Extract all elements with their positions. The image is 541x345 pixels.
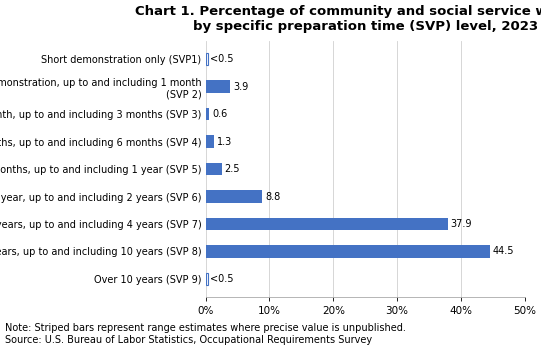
Bar [206, 108, 209, 120]
Text: Note: Striped bars represent range estimates where precise value is unpublished.: Note: Striped bars represent range estim… [5, 323, 406, 345]
Bar [206, 245, 490, 258]
Text: 37.9: 37.9 [451, 219, 472, 229]
Text: <0.5: <0.5 [210, 54, 234, 64]
Text: <0.5: <0.5 [210, 274, 234, 284]
Text: 44.5: 44.5 [493, 246, 514, 256]
Bar [206, 80, 230, 93]
Bar [206, 190, 262, 203]
Text: 3.9: 3.9 [234, 82, 249, 92]
Bar [206, 218, 447, 230]
Bar [206, 135, 214, 148]
Bar [206, 163, 222, 175]
Bar [206, 273, 208, 285]
Text: 2.5: 2.5 [225, 164, 240, 174]
Text: 1.3: 1.3 [217, 137, 232, 147]
Text: 0.6: 0.6 [213, 109, 228, 119]
Bar [206, 53, 208, 65]
Title: Chart 1. Percentage of community and social service workers
by specific preparat: Chart 1. Percentage of community and soc… [135, 5, 541, 33]
Text: 8.8: 8.8 [265, 191, 280, 201]
